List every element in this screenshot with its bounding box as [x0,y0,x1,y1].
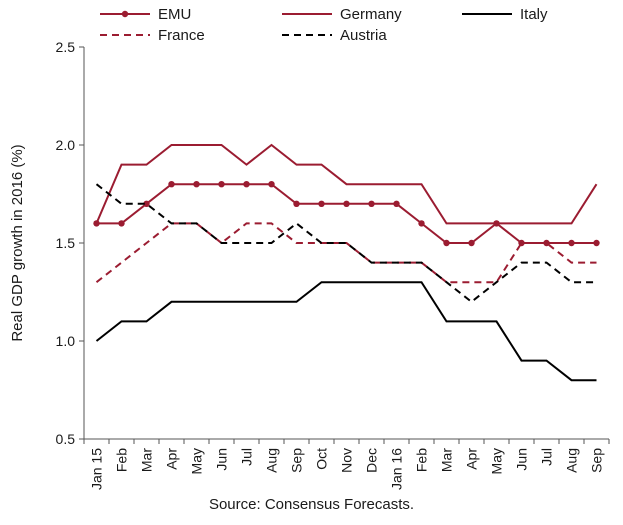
y-tick-label: 2.5 [56,39,76,55]
data-point-emu [293,200,300,207]
y-ticks: 0.5 1.0 1.5 2.0 2.5 [56,39,84,447]
series-line-austria [95,183,597,304]
x-tick-label: Jul [239,448,255,466]
data-point-emu [243,181,250,188]
x-tick-label: Sep [289,448,305,473]
x-tick-label: Sep [589,448,605,473]
data-point-emu [568,239,575,247]
x-tick-label: Feb [114,448,130,472]
data-point-emu [268,181,275,188]
data-point-emu [118,220,125,227]
data-point-emu [393,200,400,207]
line-chart: EMU Germany Italy France Austria 0.5 1.0 1.5 2.… [9,6,610,490]
x-tick-label: May [489,448,505,474]
series-group [93,143,600,382]
x-tick-label: Dec [364,448,380,473]
source-note: Source: Consensus Forecasts. [208,496,415,513]
x-tick-label: Jun [214,448,230,471]
data-point-emu [593,239,600,247]
data-point-emu [168,181,175,188]
legend-label-germany: Germany [340,6,402,23]
x-tick-label: Oct [314,448,330,470]
legend-marker-emu [121,10,129,18]
x-tick-label: Jun [514,448,530,471]
series-line-emu [96,183,597,244]
legend: EMU Germany Italy France Austria [100,6,548,44]
data-point-emu [468,239,475,247]
legend-label-italy: Italy [520,6,548,23]
data-point-emu [443,239,450,247]
y-tick-label: 1.5 [56,235,76,251]
legend-label-france: France [158,27,205,44]
x-tick-label: Apr [164,448,180,470]
data-point-emu [368,200,375,207]
y-tick-label: 0.5 [56,431,76,447]
x-tick-label: Jan 16 [389,448,405,490]
x-tick-label: Aug [564,448,580,473]
x-tick-label: Nov [339,448,355,473]
legend-label-emu: EMU [158,6,191,23]
data-point-emu [543,239,550,247]
data-point-emu [193,181,200,188]
legend-label-austria: Austria [340,27,387,44]
x-ticks: Jan 15 Feb Mar Apr May Jun Jul Aug Sep Oct Nov Dec J… [83,439,610,490]
x-tick-label: Apr [464,448,480,470]
y-tick-label: 1.0 [56,333,76,349]
series-line-italy [95,281,597,382]
x-tick-label: Mar [139,448,155,472]
x-tick-label: Jan 15 [89,448,105,490]
x-tick-label: Jul [539,448,555,466]
y-tick-label: 2.0 [56,137,76,153]
x-tick-label: Aug [264,448,280,473]
data-point-emu [143,200,150,207]
data-point-emu [318,200,325,207]
x-tick-label: May [189,448,205,474]
data-point-emu [343,200,350,207]
x-tick-label: Mar [439,448,455,472]
series-line-germany [95,143,598,225]
y-axis-title: Real GDP growth in 2016 (%) [9,144,26,341]
data-point-emu [218,181,225,188]
data-point-emu [418,220,425,227]
series-line-france [95,222,597,284]
x-tick-label: Feb [414,448,430,472]
